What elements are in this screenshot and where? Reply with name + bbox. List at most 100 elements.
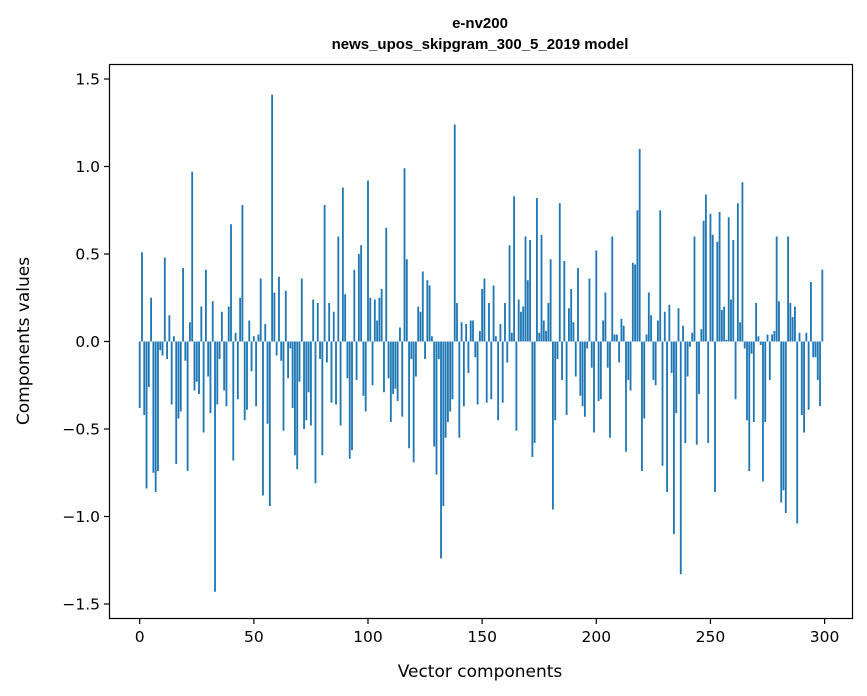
x-tick-label: 50 [244, 628, 264, 646]
bar [812, 341, 815, 358]
bar [289, 341, 292, 349]
bar [805, 332, 808, 342]
bar [266, 341, 269, 424]
bar [517, 299, 520, 342]
bar [421, 271, 424, 342]
bar [412, 341, 415, 463]
bar [202, 341, 205, 433]
bar [300, 278, 303, 342]
bar [332, 311, 335, 342]
bar [312, 299, 315, 342]
bar [784, 341, 787, 513]
bar [622, 325, 625, 342]
bar [182, 268, 184, 342]
bar [264, 324, 267, 342]
bar [757, 336, 760, 342]
bar [734, 341, 737, 400]
bar [314, 341, 317, 484]
bar [590, 341, 593, 368]
bar [383, 341, 385, 393]
bar [257, 334, 260, 342]
bar [796, 341, 799, 524]
bar [581, 341, 584, 407]
bar [481, 289, 484, 342]
bar [284, 290, 287, 342]
bar [506, 341, 509, 363]
bar [579, 341, 582, 396]
bar [659, 210, 662, 342]
bar [558, 203, 561, 342]
bar [515, 341, 518, 431]
bar [647, 292, 650, 342]
bar [433, 341, 436, 447]
bar [376, 320, 379, 342]
bar [236, 341, 239, 400]
bar [449, 341, 452, 412]
bar [552, 341, 554, 510]
bar [209, 341, 212, 414]
bar [220, 311, 223, 342]
bar [673, 341, 675, 534]
bar [426, 280, 429, 342]
bar [520, 311, 522, 342]
bar [618, 341, 621, 363]
bar [389, 341, 392, 422]
bar [378, 297, 381, 342]
bar [522, 306, 525, 342]
bar [214, 341, 216, 592]
bar [524, 236, 527, 342]
bar [609, 341, 611, 438]
bar [287, 341, 289, 379]
bar [147, 341, 150, 387]
bar [453, 124, 456, 342]
bar [408, 341, 410, 449]
y-tick-label: 1.5 [75, 71, 100, 89]
bar [303, 341, 305, 429]
bar [166, 341, 168, 359]
bar [540, 234, 543, 342]
bar [748, 341, 751, 471]
bar [542, 320, 545, 342]
bar [570, 289, 573, 342]
bar [536, 198, 538, 342]
y-tick-label: −1.0 [62, 508, 100, 526]
bar [321, 341, 324, 456]
x-tick-label: 0 [135, 628, 145, 646]
y-axis-ticks: −1.5 −1.0 −0.5 0.0 0.5 1.0 1.5 [62, 71, 110, 614]
bar [175, 341, 178, 464]
bar [369, 297, 372, 342]
bar [474, 341, 477, 358]
bar [791, 317, 794, 342]
bar [586, 341, 589, 349]
bar [341, 187, 344, 342]
bar [275, 341, 278, 356]
bar [773, 331, 776, 342]
plot-frame [108, 63, 854, 620]
bar [513, 196, 516, 342]
bar [344, 294, 347, 342]
bar [693, 236, 696, 342]
bar [501, 341, 504, 403]
bar [204, 269, 207, 342]
bar [714, 341, 716, 492]
bar [232, 341, 235, 461]
bar [353, 269, 356, 342]
y-tick-label: 1.0 [75, 158, 100, 176]
bar [310, 341, 312, 426]
bar [227, 306, 230, 342]
bar [531, 341, 534, 457]
bar [755, 303, 758, 342]
bar [419, 311, 422, 342]
bar [691, 332, 694, 342]
bar [298, 341, 301, 382]
bar [561, 341, 563, 380]
bar [718, 212, 721, 342]
bar [629, 341, 632, 391]
bar [732, 240, 735, 342]
bar [437, 341, 440, 359]
bar [663, 311, 666, 342]
bar [688, 341, 691, 347]
bar [159, 341, 162, 351]
bar [593, 341, 595, 433]
